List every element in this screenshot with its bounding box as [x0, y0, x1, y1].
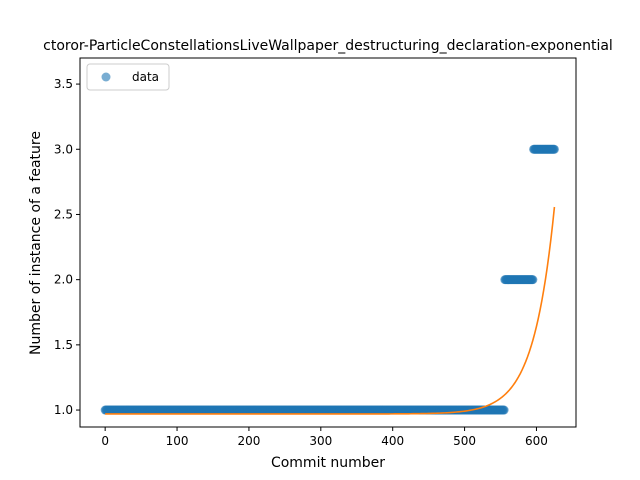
data-point	[528, 275, 538, 285]
y-tick-label: 1.5	[54, 338, 73, 352]
y-tick-label: 3.5	[54, 77, 73, 91]
x-tick-label: 300	[309, 434, 332, 448]
x-tick-label: 600	[525, 434, 548, 448]
x-tick-label: 100	[166, 434, 189, 448]
data-point	[549, 144, 559, 154]
axes-frame	[79, 57, 577, 428]
plot-area	[100, 144, 559, 415]
legend-box	[86, 63, 170, 91]
legend: data	[86, 63, 170, 91]
y-axis: 1.0 1.5 2.0 2.5 3.0 3.5	[54, 77, 80, 417]
chart-title: ctoror-ParticleConstellationsLiveWallpap…	[43, 38, 613, 54]
x-tick-label: 0	[101, 434, 109, 448]
x-axis: 0 100 200 300 400 500 600	[101, 427, 548, 448]
x-tick-label: 400	[381, 434, 404, 448]
y-tick-label: 1.0	[54, 403, 73, 417]
y-tick-label: 3.0	[54, 142, 73, 156]
legend-label: data	[132, 70, 159, 84]
y-tick-label: 2.0	[54, 273, 73, 287]
y-axis-label: Number of instance of a feature	[28, 131, 44, 355]
fit-line	[105, 206, 556, 415]
x-tick-label: 500	[453, 434, 476, 448]
x-tick-label: 200	[237, 434, 260, 448]
legend-marker	[101, 72, 111, 82]
x-axis-label: Commit number	[271, 455, 385, 471]
data-point	[499, 405, 509, 415]
y-tick-label: 2.5	[54, 207, 73, 221]
